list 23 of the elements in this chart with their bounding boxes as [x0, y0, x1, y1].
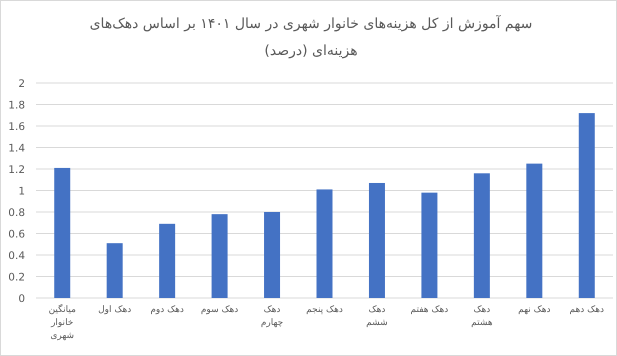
title: سهم آموزش از کل هزینه‌های خانوار شهری در سال ۱۴۰۱ بر اساس دهک‌های هزینه‌ای (درصد) [88, 14, 534, 61]
y-tick-label: 0 [18, 293, 25, 305]
y-tick-label: 0.6 [8, 228, 26, 240]
x-tick-label: دهک دهم [568, 304, 605, 317]
x-tick-label: دهک پنجم [305, 304, 344, 317]
y-tick-label: 1 [18, 186, 25, 198]
x-tick-label: دهک هشتم [470, 304, 494, 330]
x-tick-label: دهک دوم [149, 304, 185, 317]
y-tick-label: 1.8 [8, 100, 25, 112]
y-tick-label: 0.2 [8, 272, 25, 284]
y-tick-label: 0.4 [8, 250, 26, 262]
x-tick-label: دهک سوم [200, 304, 240, 317]
x-tick-label: دهک نهم [517, 304, 552, 317]
y-tick-label: 2 [18, 78, 25, 90]
y-tick-label: 1.4 [8, 142, 26, 154]
x-tick-label: دهک چهارم [260, 304, 284, 330]
y-tick-label: 1.2 [8, 164, 25, 176]
x-tick-label: دهک هفتم [410, 304, 450, 317]
y-tick-label: 1.6 [8, 121, 26, 133]
x-tick-label: دهک ششم [365, 304, 389, 330]
y-tick-label: 0.8 [8, 207, 25, 219]
x-tick-label: دهک اول [97, 304, 132, 317]
x-tick-label: میانگین خانوار شهری [48, 304, 77, 343]
